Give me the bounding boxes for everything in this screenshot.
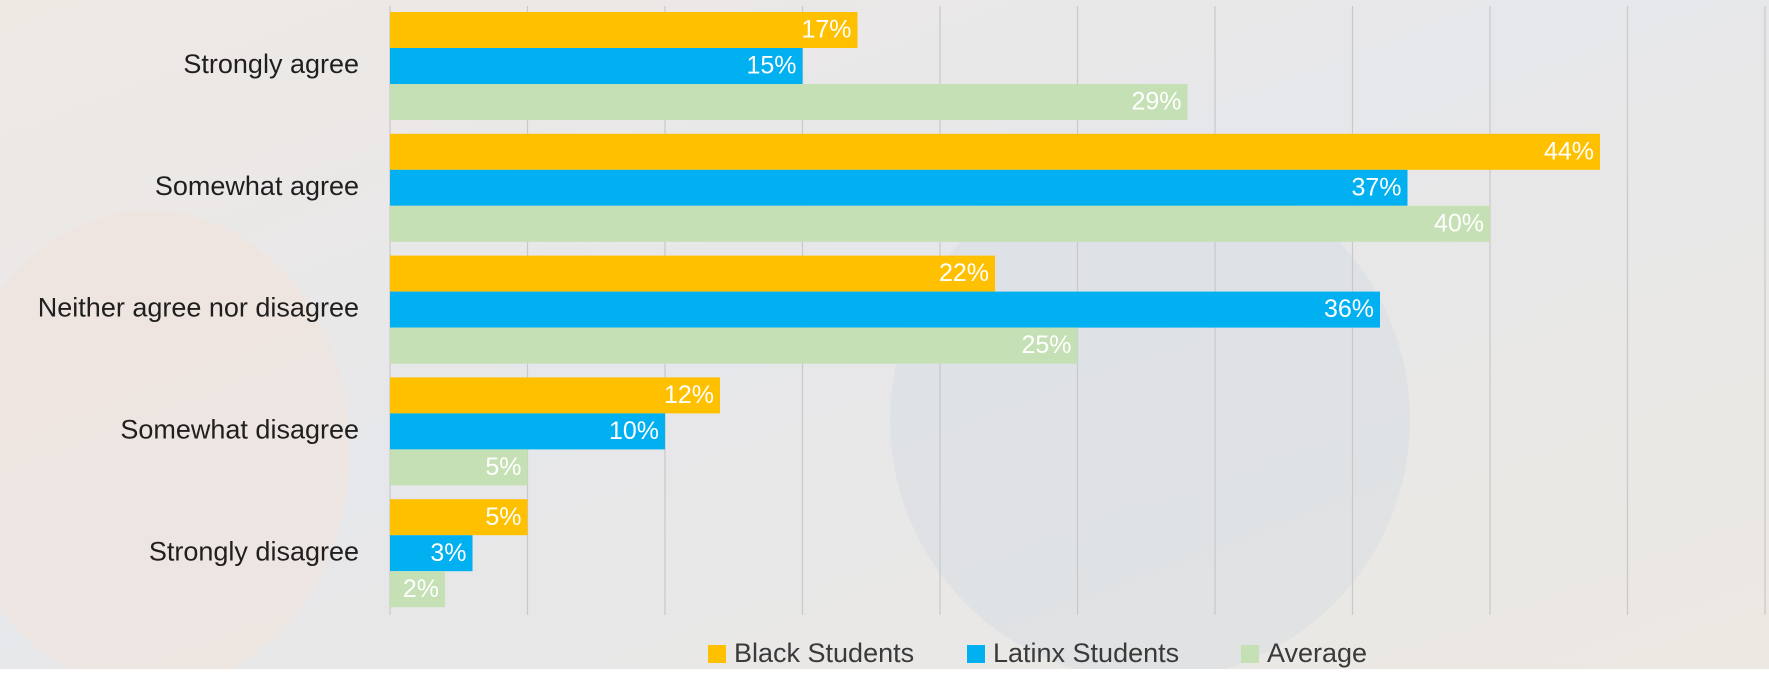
bar (390, 535, 473, 572)
legend-label: Black Students (734, 638, 914, 668)
value-label: 25% (1021, 331, 1071, 359)
value-label: 10% (609, 417, 659, 445)
y-tick-label: Somewhat disagree (120, 415, 359, 445)
bar (390, 327, 1078, 364)
legend-swatch (967, 645, 985, 663)
y-tick-label: Neither agree nor disagree (38, 293, 359, 323)
value-label: 40% (1434, 209, 1484, 237)
value-label: 22% (939, 259, 989, 287)
bar (390, 133, 1600, 170)
legend-label: Average (1267, 638, 1367, 668)
bar (390, 255, 995, 292)
value-label: 17% (801, 16, 851, 44)
value-label: 2% (403, 575, 439, 603)
legend-swatch (708, 645, 726, 663)
y-tick-label: Strongly agree (183, 49, 359, 79)
bar (390, 169, 1408, 206)
bar (390, 48, 803, 84)
value-label: 44% (1544, 137, 1594, 165)
background-shape (0, 210, 350, 674)
legend-swatch (1241, 645, 1259, 663)
bar (390, 84, 1188, 120)
value-label: 29% (1131, 88, 1181, 116)
y-tick-label: Somewhat agree (155, 171, 359, 201)
legend-label: Latinx Students (993, 638, 1179, 668)
bar (390, 449, 528, 486)
value-label: 5% (485, 453, 521, 481)
value-label: 36% (1324, 295, 1374, 323)
bar (390, 571, 445, 608)
value-label: 15% (746, 52, 796, 80)
bar (390, 377, 720, 414)
value-label: 5% (485, 503, 521, 531)
bar (390, 205, 1490, 242)
value-label: 37% (1351, 173, 1401, 201)
y-tick-label: Strongly disagree (149, 536, 359, 566)
value-label: 3% (430, 539, 466, 567)
bar (390, 499, 528, 536)
background-shape (890, 160, 1410, 674)
value-label: 12% (664, 381, 714, 409)
bar (390, 291, 1380, 328)
bar (390, 12, 858, 48)
bar (390, 413, 665, 450)
